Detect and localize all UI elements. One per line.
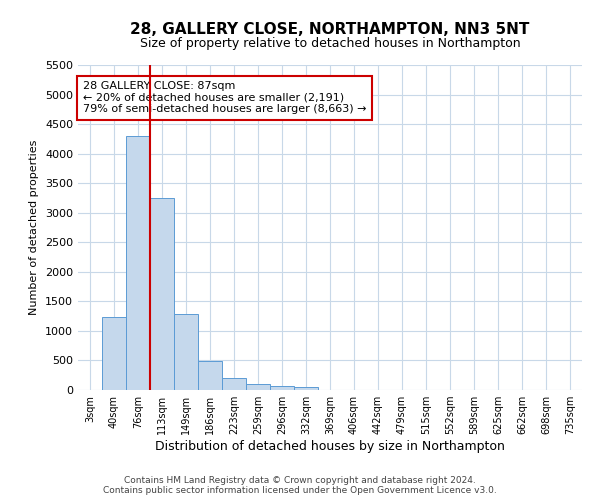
Text: 28, GALLERY CLOSE, NORTHAMPTON, NN3 5NT: 28, GALLERY CLOSE, NORTHAMPTON, NN3 5NT [130,22,530,38]
Text: Contains HM Land Registry data © Crown copyright and database right 2024.
Contai: Contains HM Land Registry data © Crown c… [103,476,497,495]
Bar [174,314,198,390]
Bar [150,198,174,390]
Bar [294,387,318,390]
Bar [102,318,126,390]
Bar [198,361,222,390]
Bar [246,384,270,390]
Text: Size of property relative to detached houses in Northampton: Size of property relative to detached ho… [140,38,520,51]
Bar [222,378,246,390]
Bar [126,136,150,390]
Text: 28 GALLERY CLOSE: 87sqm
← 20% of detached houses are smaller (2,191)
79% of semi: 28 GALLERY CLOSE: 87sqm ← 20% of detache… [83,81,367,114]
Y-axis label: Number of detached properties: Number of detached properties [29,140,40,315]
X-axis label: Distribution of detached houses by size in Northampton: Distribution of detached houses by size … [155,440,505,453]
Bar [270,386,294,390]
